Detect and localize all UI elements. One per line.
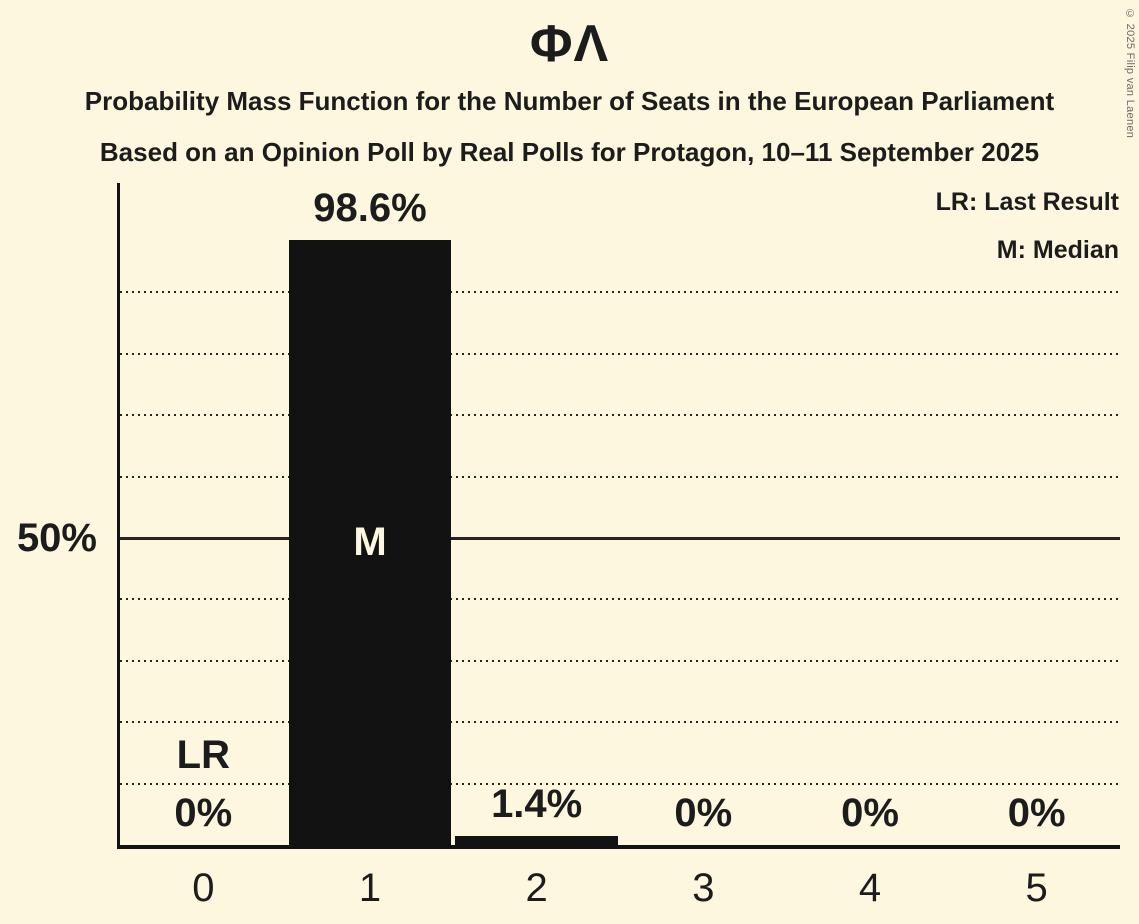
- gridline-40pct: [120, 598, 1120, 601]
- value-label-4: 0%: [841, 791, 899, 835]
- value-label-0: 0%: [174, 791, 233, 835]
- gridline-80pct: [120, 352, 1120, 355]
- x-tick-4: 4: [858, 866, 882, 910]
- x-tick-0: 0: [192, 866, 215, 910]
- legend-entry-median: M: Median: [996, 236, 1119, 264]
- chart-subtitle: Probability Mass Function for the Number…: [84, 86, 1055, 116]
- bar-2: [455, 836, 618, 845]
- y-axis-label-50: 50%: [16, 516, 97, 560]
- gridline-10pct: [120, 782, 1120, 785]
- value-label-1: 98.6%: [313, 185, 427, 230]
- legend: LR: Last Result M: Median: [936, 178, 1119, 274]
- chart-title: ΦΛ: [529, 15, 610, 73]
- x-tick-5: 5: [1025, 866, 1048, 910]
- chart-sub-subtitle: Based on an Opinion Poll by Real Polls f…: [99, 137, 1040, 167]
- gridline-50pct: [120, 536, 1120, 540]
- annotation-m: M: [353, 520, 387, 565]
- x-tick-3: 3: [692, 866, 715, 910]
- value-label-5: 0%: [1007, 791, 1066, 835]
- copyright-notice: © 2025 Filip van Laenen: [1124, 8, 1136, 139]
- plot-area: 0% 98.6% 1.4% 0% 0% 0% LR M: [117, 183, 1120, 849]
- annotation-lr: LR: [176, 733, 230, 777]
- gridline-30pct: [120, 659, 1120, 662]
- legend-entry-last-result: LR: Last Result: [935, 188, 1119, 216]
- x-axis-ticks: 0 1 2 3 4 5: [120, 864, 1120, 916]
- x-tick-1: 1: [358, 866, 382, 910]
- value-label-3: 0%: [674, 791, 733, 835]
- gridline-20pct: [120, 721, 1120, 724]
- value-label-2: 1.4%: [491, 782, 583, 827]
- gridline-70pct: [120, 414, 1120, 417]
- x-tick-2: 2: [525, 866, 548, 910]
- gridline-90pct: [120, 291, 1120, 294]
- gridline-60pct: [120, 475, 1120, 478]
- bar-1: [288, 239, 452, 845]
